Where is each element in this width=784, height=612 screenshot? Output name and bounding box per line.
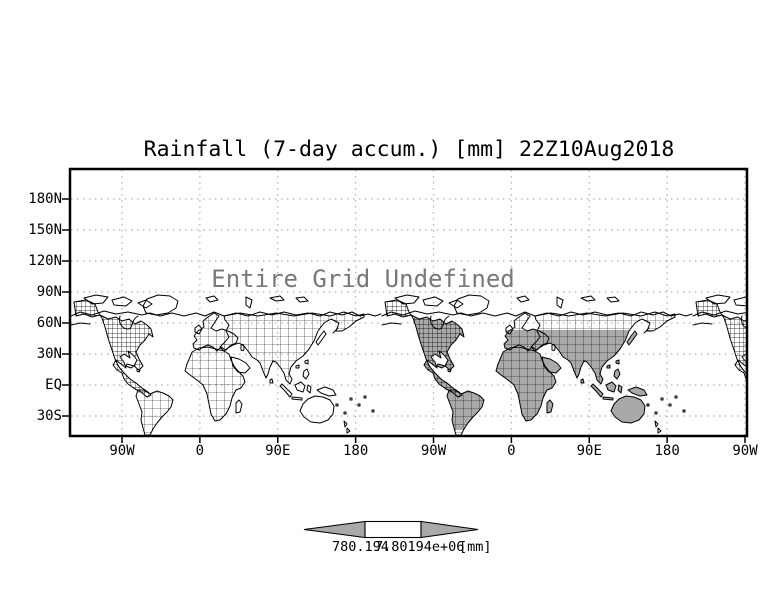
y-axis-label-150N: 150N: [28, 222, 62, 238]
plot-title: Rainfall (7-day accum.) [mm] 22Z10Aug201…: [143, 137, 675, 162]
x-axis-label-3-180: 180: [342, 443, 369, 459]
colorbar-units-label: [mm]: [459, 539, 492, 555]
colorbar-right-arrow: [420, 520, 479, 539]
map-area: [71, 170, 784, 435]
y-axis-label-EQ: EQ: [45, 377, 62, 393]
y-axis-label-90N: 90N: [36, 284, 62, 300]
undefined-grid-message: Entire Grid Undefined: [211, 265, 515, 293]
y-axis-label-30N: 30N: [36, 346, 62, 362]
plot-frame: [68, 167, 749, 438]
colorbar: [303, 520, 479, 539]
x-axis-label-1-0: 0: [195, 443, 205, 459]
y-axis-label-180N: 180N: [28, 191, 62, 207]
colorbar-left-arrow: [303, 520, 366, 539]
political-borders-texture: [74, 300, 784, 435]
x-axis-label-7-180: 180: [654, 443, 680, 459]
y-axis-label-60N: 60N: [36, 315, 62, 331]
x-axis-label-4-90W: 90W: [420, 443, 447, 459]
x-axis-label-6-90E: 90E: [576, 443, 602, 459]
x-axis-label-8-90W: 90W: [732, 443, 758, 459]
colorbar-mid-segment: [364, 520, 422, 539]
colorbar-right-value: 7.80194e+06: [375, 539, 465, 555]
lat-lon-gridlines: [71, 170, 746, 435]
x-axis-label-0-90W: 90W: [109, 443, 135, 459]
colorbar-left-value: 780.194: [332, 539, 389, 555]
x-axis-label-5-0: 0: [507, 443, 516, 459]
y-axis-label-30S: 30S: [36, 408, 62, 424]
axis-ticks: [62, 198, 746, 443]
y-axis-label-120N: 120N: [28, 253, 62, 269]
x-axis-label-2-90E: 90E: [265, 443, 291, 459]
